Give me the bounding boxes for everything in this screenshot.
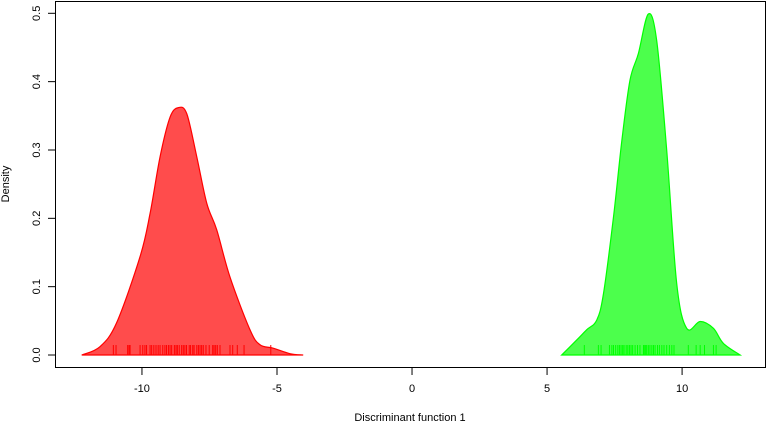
x-tick-label: 0 [409,383,415,395]
x-tick-label: -5 [272,383,282,395]
y-axis-label: Density [0,165,12,202]
x-axis: -10 -5 0 5 10 [134,368,688,395]
y-tick-label: 0.3 [31,142,43,157]
plot-frame [55,1,766,368]
density-area-1 [81,106,304,356]
y-tick-label: 0.4 [31,74,43,89]
y-tick-label: 0.1 [31,279,43,294]
y-axis: 0.0 0.1 0.2 0.3 0.4 0.5 [31,6,55,363]
x-tick-label: -10 [134,383,150,395]
y-tick-label: 0.2 [31,211,43,226]
plot-marks [81,12,743,356]
x-axis-label: Discriminant function 1 [354,412,465,423]
y-tick-label: 0.0 [31,347,43,362]
x-tick-label: 10 [676,383,688,395]
density-area-2 [560,12,743,356]
y-tick-label: 0.5 [31,6,43,21]
x-tick-label: 5 [544,383,550,395]
